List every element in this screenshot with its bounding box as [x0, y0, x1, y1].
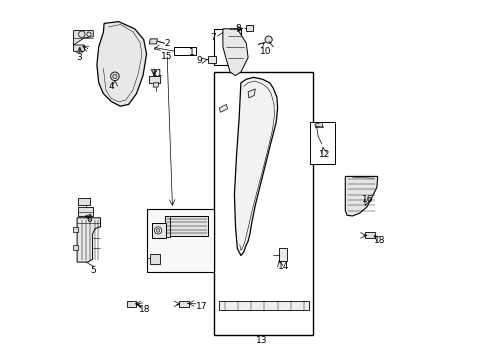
- Polygon shape: [207, 56, 215, 63]
- Polygon shape: [223, 29, 247, 76]
- Polygon shape: [165, 216, 170, 237]
- Text: 16: 16: [361, 195, 373, 204]
- Text: 1: 1: [189, 48, 195, 57]
- Polygon shape: [165, 216, 208, 236]
- Circle shape: [110, 72, 119, 81]
- Text: 9: 9: [196, 55, 202, 65]
- Polygon shape: [78, 198, 89, 205]
- Polygon shape: [78, 207, 93, 216]
- Polygon shape: [73, 245, 78, 250]
- Polygon shape: [77, 218, 101, 262]
- Polygon shape: [153, 83, 159, 87]
- Text: 10: 10: [260, 46, 271, 55]
- Polygon shape: [179, 301, 188, 307]
- Polygon shape: [73, 31, 93, 45]
- Polygon shape: [73, 45, 84, 52]
- Text: 18: 18: [373, 235, 385, 245]
- Text: 17: 17: [195, 302, 206, 311]
- Polygon shape: [73, 227, 78, 232]
- Circle shape: [156, 229, 160, 232]
- Polygon shape: [247, 89, 255, 98]
- Circle shape: [113, 74, 117, 78]
- Polygon shape: [126, 301, 136, 307]
- Polygon shape: [365, 232, 374, 238]
- Text: 6: 6: [86, 215, 92, 224]
- Text: 14: 14: [277, 262, 288, 271]
- Circle shape: [154, 227, 162, 234]
- Bar: [213, 29, 241, 65]
- Polygon shape: [345, 176, 377, 216]
- Text: 3: 3: [77, 53, 82, 62]
- Circle shape: [79, 31, 85, 37]
- Text: 11: 11: [152, 69, 163, 78]
- Polygon shape: [234, 77, 277, 256]
- Polygon shape: [149, 39, 157, 44]
- Bar: [213, 72, 312, 335]
- Circle shape: [87, 32, 91, 36]
- Text: 15: 15: [161, 52, 172, 61]
- Bar: [174, 47, 196, 55]
- Polygon shape: [151, 223, 166, 238]
- Text: 4: 4: [108, 82, 114, 91]
- Polygon shape: [314, 122, 322, 128]
- Bar: [309, 122, 335, 164]
- Text: 18: 18: [139, 305, 150, 314]
- Text: 13: 13: [256, 336, 267, 345]
- Polygon shape: [278, 248, 286, 261]
- Text: 7: 7: [210, 32, 216, 41]
- Bar: [146, 209, 213, 272]
- Polygon shape: [149, 76, 160, 83]
- Polygon shape: [245, 25, 253, 31]
- Polygon shape: [219, 104, 227, 112]
- Polygon shape: [219, 301, 309, 310]
- Text: 12: 12: [318, 150, 329, 158]
- Text: 2: 2: [164, 39, 169, 48]
- Circle shape: [264, 36, 272, 43]
- Polygon shape: [150, 254, 160, 264]
- Polygon shape: [97, 22, 146, 106]
- Text: 8: 8: [235, 24, 241, 33]
- Text: 5: 5: [90, 266, 96, 275]
